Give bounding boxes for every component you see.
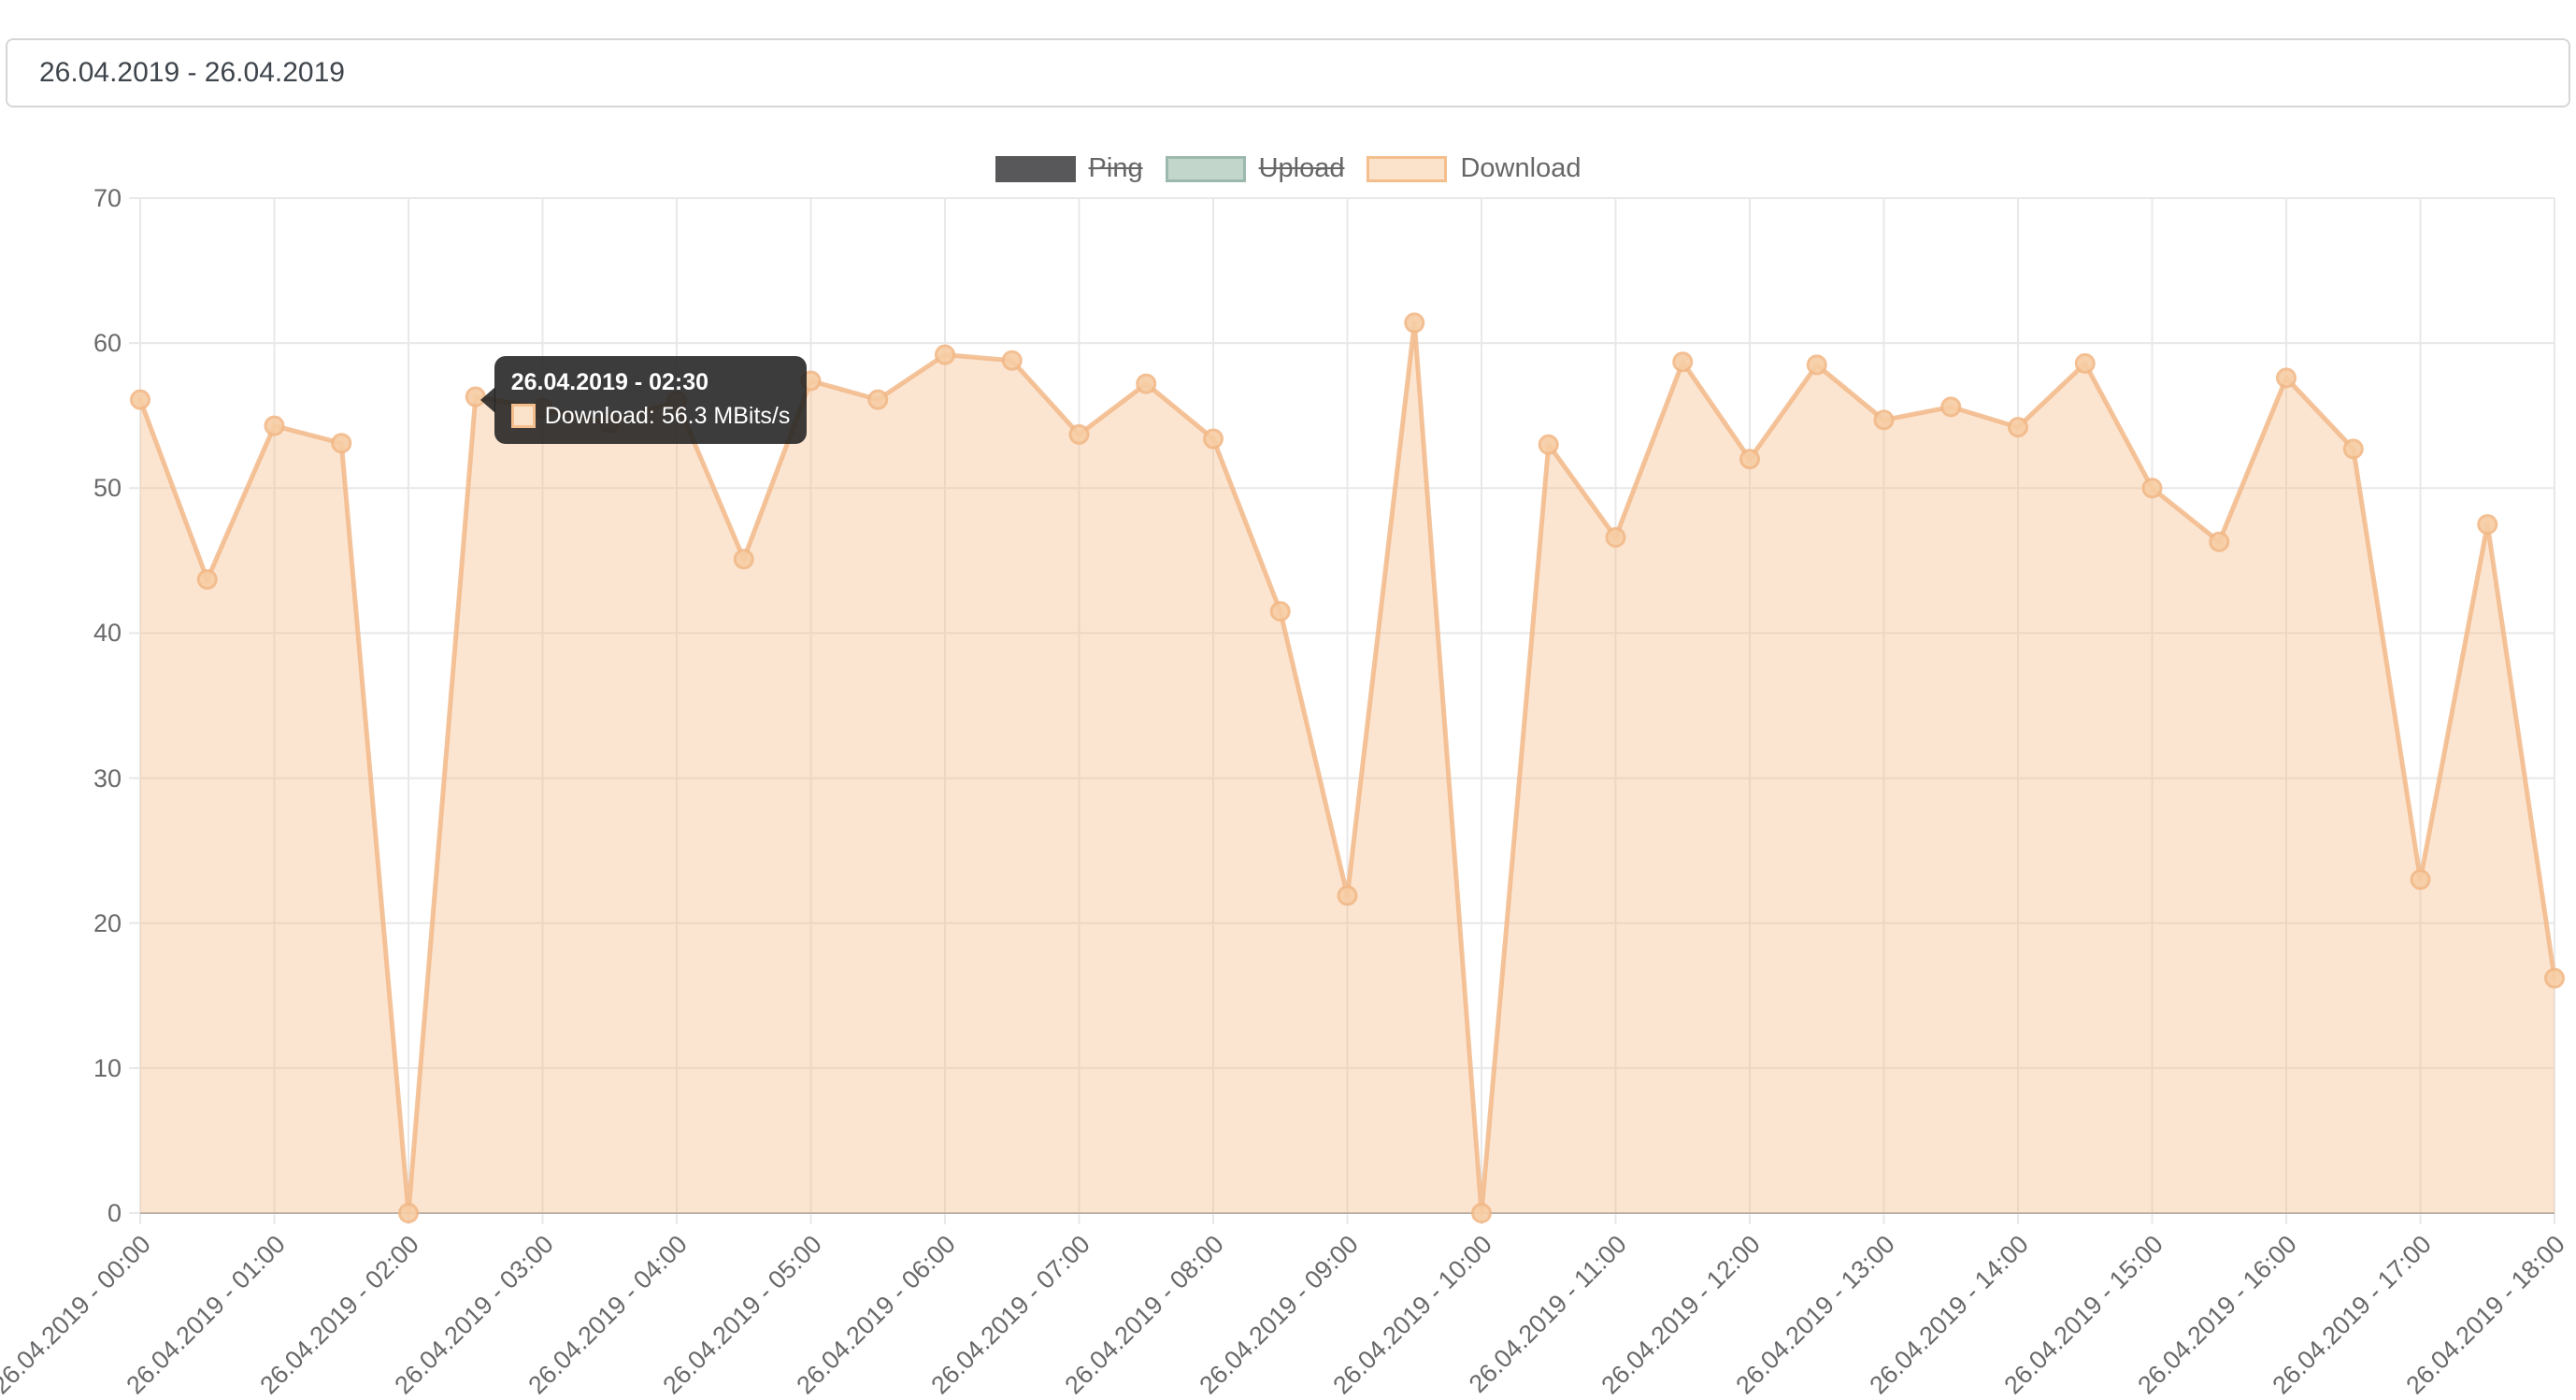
data-point-marker <box>130 389 150 410</box>
y-axis-label: 10 <box>93 1053 122 1082</box>
chart-tooltip: 26.04.2019 - 02:30 Download: 56.3 MBits/… <box>479 355 808 444</box>
data-point-marker <box>1404 312 1425 334</box>
chart-canvas[interactable] <box>129 197 2565 1224</box>
data-point-marker <box>264 415 285 436</box>
data-point-marker <box>331 433 352 454</box>
data-point-marker <box>1873 409 1895 431</box>
data-point-marker <box>1136 373 1157 394</box>
tooltip-title: 26.04.2019 - 02:30 <box>510 368 709 395</box>
y-axis-label: 30 <box>93 764 122 793</box>
data-point-marker <box>1203 428 1224 450</box>
data-point-marker <box>867 389 889 410</box>
data-point-marker <box>733 549 754 570</box>
data-point-marker <box>398 1203 419 1223</box>
data-point-marker <box>1337 885 1358 907</box>
data-point-marker <box>2477 514 2498 536</box>
data-point-marker <box>1739 449 1760 470</box>
y-axis-label: 0 <box>107 1199 122 1227</box>
y-axis-label: 60 <box>93 329 122 358</box>
data-point-marker <box>1471 1203 1492 1223</box>
data-point-marker <box>2141 478 2163 499</box>
ping-swatch <box>995 155 1076 182</box>
data-point-marker <box>1538 434 1559 455</box>
data-point-marker <box>1672 351 1694 373</box>
data-point-marker <box>1605 527 1626 549</box>
y-axis-label: 20 <box>93 908 122 937</box>
tooltip-value-text: Download: 56.3 MBits/s <box>544 402 791 429</box>
download-swatch <box>1367 155 1448 182</box>
chart-legend: Ping Upload Download <box>0 153 2576 184</box>
tooltip-value-row: Download: 56.3 MBits/s <box>510 399 791 433</box>
legend-item-upload[interactable]: Upload <box>1165 153 1345 184</box>
data-point-marker <box>196 569 218 591</box>
legend-label-upload: Upload <box>1258 153 1345 183</box>
y-axis-label: 50 <box>93 474 122 503</box>
data-point-marker <box>2209 531 2230 552</box>
data-point-marker <box>935 344 955 365</box>
data-point-marker <box>1001 350 1023 371</box>
data-point-marker <box>2544 967 2565 989</box>
y-axis-label: 40 <box>93 619 122 648</box>
data-point-marker <box>1806 354 1827 376</box>
tooltip-arrow-icon <box>479 386 495 413</box>
legend-label-download: Download <box>1460 153 1581 183</box>
data-point-marker <box>2342 438 2364 460</box>
data-point-marker <box>1068 423 1090 445</box>
tooltip-download-swatch-icon <box>510 403 536 428</box>
date-range-input[interactable] <box>6 38 2570 107</box>
data-point-marker <box>2008 417 2028 438</box>
upload-swatch <box>1165 155 1246 182</box>
data-point-marker <box>1940 396 1962 418</box>
data-point-marker <box>2276 367 2297 389</box>
data-point-marker <box>2074 352 2096 374</box>
legend-label-ping: Ping <box>1088 153 1143 183</box>
y-axis-label: 70 <box>93 184 122 212</box>
legend-item-download[interactable]: Download <box>1367 153 1581 184</box>
data-point-marker <box>2410 869 2431 891</box>
legend-item-ping[interactable]: Ping <box>995 153 1143 184</box>
data-point-marker <box>1269 601 1291 622</box>
download-area-fill <box>140 322 2555 1213</box>
